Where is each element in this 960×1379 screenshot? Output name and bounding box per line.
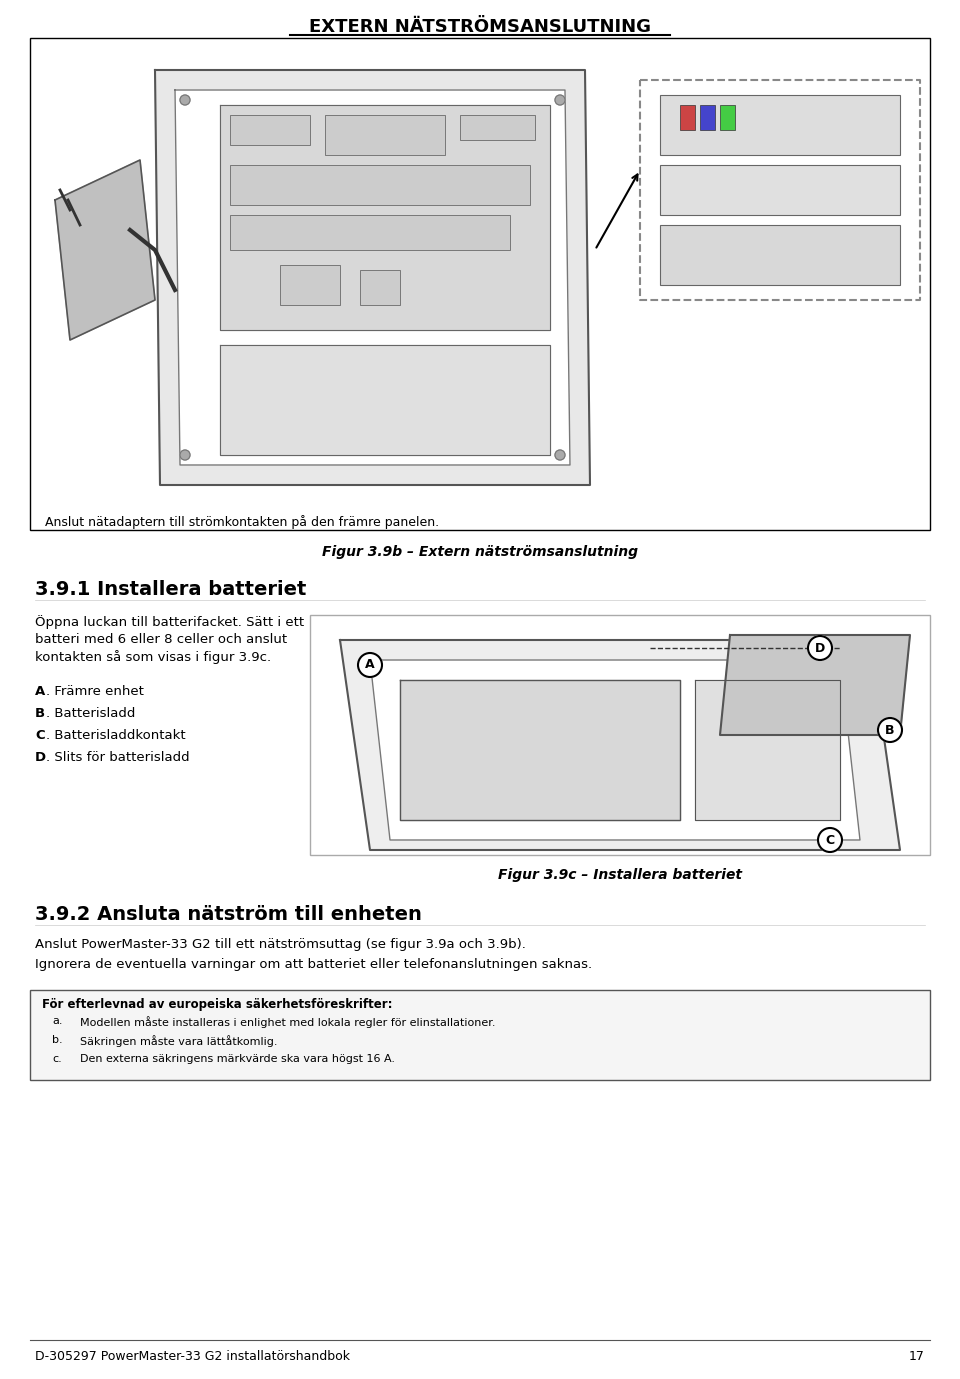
Bar <box>360 270 400 305</box>
Text: . Främre enhet: . Främre enhet <box>46 685 144 698</box>
Text: c.: c. <box>52 1054 61 1065</box>
Text: C: C <box>826 833 834 847</box>
Bar <box>230 165 530 205</box>
Bar <box>680 105 695 130</box>
Text: För efterlevnad av europeiska säkerhetsföreskrifter:: För efterlevnad av europeiska säkerhetsf… <box>42 998 393 1011</box>
Polygon shape <box>720 634 910 735</box>
Text: b.: b. <box>52 1036 62 1045</box>
Text: Anslut nätadaptern till strömkontakten på den främre panelen.: Anslut nätadaptern till strömkontakten p… <box>45 514 439 530</box>
Text: C: C <box>35 729 44 742</box>
Text: B: B <box>35 707 45 720</box>
Bar <box>325 114 445 154</box>
Bar <box>660 95 900 154</box>
Text: a.: a. <box>52 1016 62 1026</box>
Text: 3.9.1 Installera batteriet: 3.9.1 Installera batteriet <box>35 581 306 598</box>
Text: Ignorera de eventuella varningar om att batteriet eller telefonanslutningen sakn: Ignorera de eventuella varningar om att … <box>35 958 592 971</box>
Polygon shape <box>400 680 680 821</box>
Text: A: A <box>35 685 45 698</box>
Text: Anslut PowerMaster-33 G2 till ett nätströmsuttag (se figur 3.9a och 3.9b).: Anslut PowerMaster-33 G2 till ett nätstr… <box>35 938 526 952</box>
Polygon shape <box>695 680 840 821</box>
Text: B: B <box>885 724 895 736</box>
Bar <box>720 105 735 130</box>
Text: A: A <box>365 659 374 672</box>
Text: . Slits för batterisladd: . Slits för batterisladd <box>46 752 190 764</box>
Text: Säkringen måste vara lättåtkomlig.: Säkringen måste vara lättåtkomlig. <box>80 1036 277 1047</box>
Text: 3.9.2 Ansluta nätström till enheten: 3.9.2 Ansluta nätström till enheten <box>35 905 421 924</box>
Circle shape <box>808 636 832 661</box>
Text: D: D <box>35 752 46 764</box>
Polygon shape <box>370 661 860 840</box>
Polygon shape <box>55 160 155 341</box>
Text: Figur 3.9c – Installera batteriet: Figur 3.9c – Installera batteriet <box>498 867 742 883</box>
Polygon shape <box>340 640 900 849</box>
Text: 17: 17 <box>909 1350 925 1362</box>
Text: D-305297 PowerMaster-33 G2 installatörshandbok: D-305297 PowerMaster-33 G2 installatörsh… <box>35 1350 350 1362</box>
Bar <box>310 615 930 855</box>
Text: Öppna luckan till batterifacket. Sätt i ett
batteri med 6 eller 8 celler och ans: Öppna luckan till batterifacket. Sätt i … <box>35 615 304 665</box>
Polygon shape <box>220 345 550 455</box>
Circle shape <box>358 654 382 677</box>
Bar <box>700 105 715 130</box>
Bar <box>660 165 900 215</box>
Text: Figur 3.9b – Extern nätströmsanslutning: Figur 3.9b – Extern nätströmsanslutning <box>322 545 638 558</box>
Bar <box>460 114 535 141</box>
Circle shape <box>180 95 190 105</box>
Polygon shape <box>175 90 570 465</box>
Bar <box>280 265 340 305</box>
Bar <box>30 39 930 530</box>
Text: Modellen måste installeras i enlighet med lokala regler för elinstallationer.: Modellen måste installeras i enlighet me… <box>80 1016 495 1027</box>
Circle shape <box>555 450 565 461</box>
Polygon shape <box>220 105 550 330</box>
Polygon shape <box>155 70 590 485</box>
Circle shape <box>555 95 565 105</box>
Bar <box>230 215 510 250</box>
Text: . Batterisladd: . Batterisladd <box>46 707 135 720</box>
Circle shape <box>818 827 842 852</box>
Bar <box>230 114 310 145</box>
Circle shape <box>180 450 190 461</box>
Text: . Batterisladdkontakt: . Batterisladdkontakt <box>46 729 185 742</box>
Bar <box>660 225 900 285</box>
Circle shape <box>878 718 902 742</box>
Text: EXTERN NÄTSTRÖMSANSLUTNING: EXTERN NÄTSTRÖMSANSLUTNING <box>309 18 651 36</box>
Text: D: D <box>815 641 826 655</box>
Text: Den externa säkringens märkvärde ska vara högst 16 A.: Den externa säkringens märkvärde ska var… <box>80 1054 395 1065</box>
Bar <box>30 990 930 1080</box>
